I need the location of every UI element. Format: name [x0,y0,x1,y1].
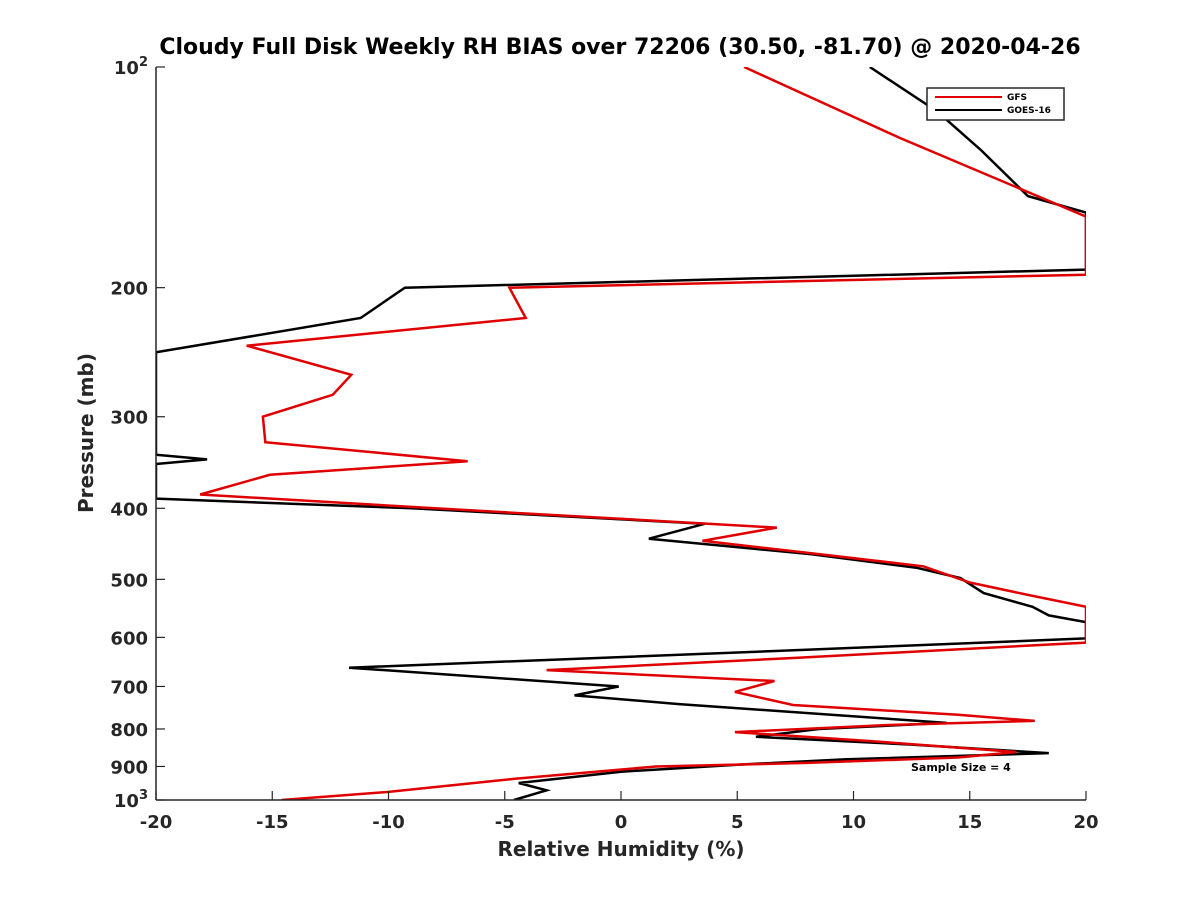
series-line-goes16 [156,67,1086,800]
x-tick-label: -20 [140,812,173,833]
x-tick-label: -5 [495,812,515,833]
x-tick-label: 0 [615,812,628,833]
plot-area: -20 -15 -10 -5 0 5 10 15 20 102 200 300 400 500 600 700… [110,55,1098,833]
y-tick-label: 102 [114,55,148,79]
x-tick-label: -15 [256,812,289,833]
y-tick-label: 103 [114,788,148,812]
x-tick-label: -10 [372,812,405,833]
y-axis-label: Pressure (mb) [74,353,98,513]
x-tick-label: 15 [957,812,982,833]
y-tick-label: 900 [110,757,148,778]
y-tick-label: 700 [110,677,148,698]
series-line-gfs [199,67,1086,800]
y-tick-label: 500 [110,570,148,591]
chart-title: Cloudy Full Disk Weekly RH BIAS over 722… [159,35,1080,60]
x-tick-label: 5 [731,812,744,833]
x-tick-label: 10 [841,812,866,833]
y-tick-label: 300 [110,408,148,429]
x-tick-label: 20 [1073,812,1098,833]
y-tick-label: 400 [110,499,148,520]
x-axis-label: Relative Humidity (%) [497,837,744,861]
y-tick-label: 800 [110,720,148,741]
legend: GFS GOES-16 [926,87,1065,121]
legend-label-gfs: GFS [1007,93,1027,103]
legend-box [926,87,1065,121]
y-tick-label: 200 [110,279,148,300]
y-tick-label: 600 [110,628,148,649]
sample-size-annotation: Sample Size = 4 [911,761,1011,774]
legend-label-goes16: GOES-16 [1007,106,1051,116]
